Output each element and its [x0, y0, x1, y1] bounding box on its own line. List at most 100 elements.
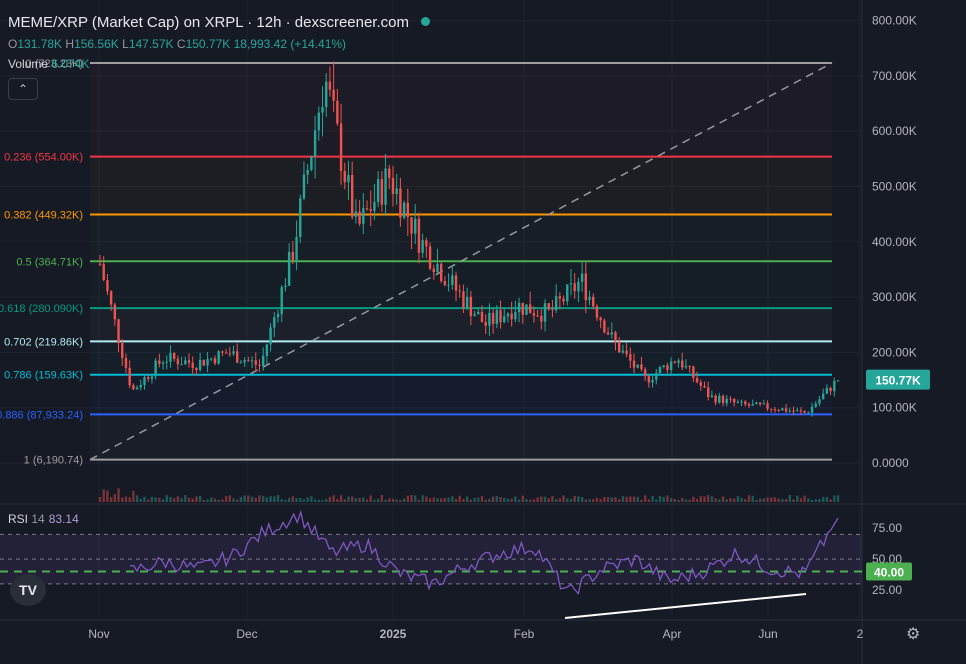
- volume-bar: [566, 498, 569, 502]
- volume-bar: [744, 499, 747, 502]
- rsi-tick-label: 75.00: [872, 521, 902, 535]
- volume-bar: [321, 499, 324, 502]
- candle-body: [388, 168, 391, 178]
- candle-body: [655, 372, 658, 380]
- volume-bar: [580, 497, 584, 502]
- volume-bar: [236, 499, 239, 502]
- candle-body: [276, 314, 280, 318]
- candle-body: [807, 412, 810, 414]
- candle-body: [158, 360, 161, 364]
- volume-bar: [510, 498, 513, 502]
- candle-body: [265, 344, 269, 356]
- candle-body: [161, 362, 165, 364]
- candle-body: [425, 240, 428, 247]
- volume-bar: [254, 497, 257, 502]
- tradingview-logo[interactable]: TV: [10, 574, 46, 606]
- candle-body: [254, 360, 257, 365]
- candle-body: [458, 290, 461, 292]
- volume-bar: [332, 495, 335, 502]
- candle-body: [525, 304, 528, 315]
- candle-body: [121, 343, 124, 358]
- candle-body: [258, 364, 261, 366]
- candle-body: [692, 366, 695, 378]
- volume-bar: [373, 499, 376, 502]
- candle-body: [606, 332, 610, 335]
- volume-bar: [792, 499, 795, 502]
- volume-bar: [573, 495, 576, 502]
- chevron-up-icon[interactable]: ⌃: [8, 78, 38, 100]
- volume-bar: [640, 499, 643, 502]
- candle-body: [658, 366, 662, 373]
- candle-body: [740, 401, 743, 403]
- volume-bar: [247, 495, 250, 502]
- volume-bar: [269, 496, 272, 502]
- volume-bar: [710, 496, 714, 502]
- candle-body: [358, 211, 361, 224]
- candle-body: [510, 313, 513, 320]
- volume-bar: [651, 495, 654, 502]
- volume-bar: [124, 496, 128, 502]
- fib-level-label: 0 (723.23K): [26, 58, 83, 70]
- volume-bar: [310, 496, 313, 502]
- volume-bar: [439, 498, 443, 502]
- candle-body: [187, 360, 191, 363]
- candle-body: [718, 395, 721, 403]
- volume-bar: [343, 499, 346, 502]
- candle-body: [436, 263, 439, 273]
- rsi-pane: [0, 505, 862, 618]
- candle-body: [491, 312, 495, 324]
- volume-bar: [132, 490, 135, 502]
- volume-bar: [599, 499, 602, 502]
- volume-bar: [588, 499, 591, 502]
- candle-body: [540, 315, 543, 322]
- gear-icon[interactable]: ⚙: [906, 626, 921, 643]
- volume-bar: [514, 496, 517, 502]
- candle-body: [636, 364, 639, 368]
- candle-body: [198, 359, 202, 371]
- volume-bar: [540, 496, 543, 502]
- candle-body: [206, 359, 209, 366]
- candle-body: [236, 351, 239, 363]
- volume-bar: [139, 498, 142, 502]
- candle-body: [135, 387, 139, 390]
- volume-bar: [369, 495, 372, 502]
- candle-body: [614, 332, 617, 342]
- volume-bar: [202, 499, 206, 502]
- volume-bar: [154, 497, 157, 502]
- candle-body: [410, 217, 413, 234]
- candle-body: [128, 367, 131, 386]
- candle-body: [362, 208, 365, 224]
- volume-bar: [414, 495, 417, 502]
- volume-bar: [402, 498, 406, 502]
- candle-body: [499, 310, 502, 323]
- fib-trend-line: [89, 62, 833, 461]
- candle-body: [751, 403, 754, 406]
- candle-body: [291, 252, 295, 261]
- x-tick-label: Dec: [236, 627, 257, 641]
- candle-body: [647, 376, 651, 383]
- volume-bar: [603, 497, 606, 502]
- fib-level-label: 1 (6,190.74): [24, 455, 83, 467]
- volume-bar: [758, 498, 762, 502]
- volume-bar: [491, 496, 495, 502]
- candle-body: [592, 296, 595, 307]
- volume-bar: [732, 498, 736, 502]
- candle-body: [147, 377, 150, 379]
- candle-body: [102, 264, 105, 281]
- volume-bar: [803, 495, 806, 502]
- volume-bar: [261, 495, 265, 502]
- candle-body: [184, 360, 187, 365]
- volume-bar: [121, 497, 124, 502]
- candle-body: [669, 361, 673, 371]
- rsi-label: RSI 14 83.14: [8, 512, 79, 526]
- candle-body: [380, 179, 384, 205]
- volume-bar: [595, 497, 599, 502]
- volume-bar: [558, 498, 562, 502]
- volume-bar: [410, 495, 413, 502]
- volume-bar: [135, 495, 139, 502]
- ohlc-readout: O131.78K H156.56K L147.57K C150.77K 18,9…: [8, 37, 347, 51]
- candle-body: [796, 410, 799, 412]
- volume-bar: [569, 498, 573, 502]
- volume-bar: [384, 499, 387, 502]
- volume-bar: [592, 499, 595, 502]
